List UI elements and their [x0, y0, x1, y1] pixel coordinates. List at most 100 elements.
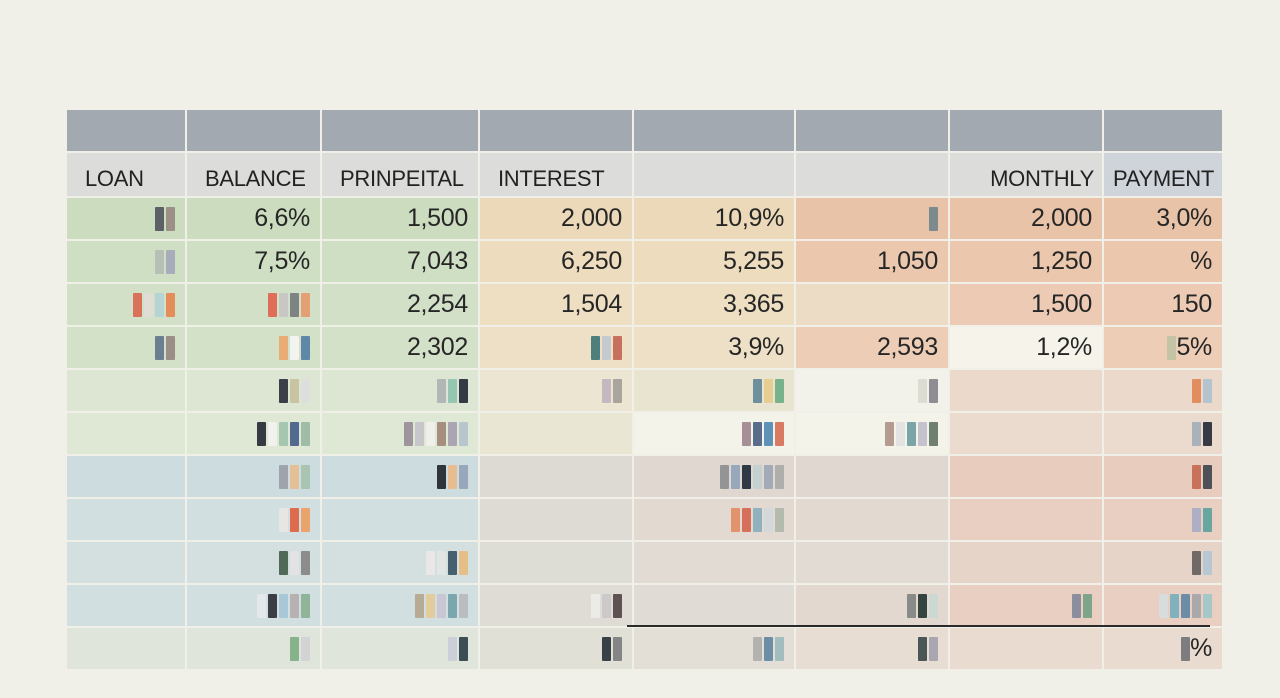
table-cell-col5[interactable]: [634, 370, 794, 411]
table-cell-balance[interactable]: [187, 499, 320, 540]
color-chip-icon: [301, 550, 310, 575]
table-cell-principal[interactable]: [322, 456, 478, 497]
table-cell-principal[interactable]: [322, 628, 478, 669]
table-cell-payment[interactable]: 3,0%: [1104, 198, 1222, 239]
table-cell-payment[interactable]: 150: [1104, 284, 1222, 325]
column-header-payment[interactable]: PAYMENT: [1104, 153, 1222, 196]
table-cell-principal[interactable]: [322, 413, 478, 454]
table-cell-balance[interactable]: 7,5%: [187, 241, 320, 282]
table-cell-interest[interactable]: [480, 370, 632, 411]
table-cell-principal[interactable]: 2,254: [322, 284, 478, 325]
table-cell-loan[interactable]: [67, 370, 185, 411]
table-cell-balance[interactable]: [187, 628, 320, 669]
table-cell-interest[interactable]: [480, 327, 632, 368]
table-cell-col6[interactable]: [796, 370, 948, 411]
table-cell-principal[interactable]: [322, 542, 478, 583]
table-cell-loan[interactable]: [67, 284, 185, 325]
column-header-monthly[interactable]: MONTHLY: [950, 153, 1102, 196]
table-cell-balance[interactable]: [187, 585, 320, 626]
table-cell-col5[interactable]: [634, 628, 794, 669]
table-cell-balance[interactable]: [187, 327, 320, 368]
table-cell-loan[interactable]: [67, 628, 185, 669]
table-cell-col6[interactable]: [796, 456, 948, 497]
table-cell-monthly[interactable]: 1,2%: [950, 327, 1102, 368]
table-cell-col5[interactable]: 10,9%: [634, 198, 794, 239]
table-cell-payment[interactable]: [1104, 499, 1222, 540]
column-header-balance[interactable]: BALANCE: [187, 153, 320, 196]
color-chip-icon: [602, 593, 611, 618]
table-cell-interest[interactable]: [480, 542, 632, 583]
table-cell-col5[interactable]: 3,9%: [634, 327, 794, 368]
table-cell-col5[interactable]: 3,365: [634, 284, 794, 325]
table-cell-loan[interactable]: [67, 542, 185, 583]
column-header-principal[interactable]: PRINPEITAL: [322, 153, 478, 196]
table-cell-principal[interactable]: [322, 499, 478, 540]
table-cell-col6[interactable]: [796, 499, 948, 540]
table-cell-payment[interactable]: 5%: [1104, 327, 1222, 368]
table-cell-principal[interactable]: 7,043: [322, 241, 478, 282]
column-header-loan[interactable]: LOAN: [67, 153, 185, 196]
table-cell-monthly[interactable]: [950, 413, 1102, 454]
table-cell-col5[interactable]: [634, 456, 794, 497]
table-cell-col6[interactable]: [796, 628, 948, 669]
color-chip-icon: [279, 593, 288, 618]
table-cell-balance[interactable]: [187, 456, 320, 497]
table-cell-monthly[interactable]: [950, 370, 1102, 411]
table-cell-balance[interactable]: [187, 370, 320, 411]
table-cell-interest[interactable]: [480, 456, 632, 497]
color-chip-icon: [613, 378, 622, 403]
table-cell-balance[interactable]: 6,6%: [187, 198, 320, 239]
table-cell-interest[interactable]: 6,250: [480, 241, 632, 282]
column-header-blank-6[interactable]: [796, 153, 948, 196]
table-cell-interest[interactable]: [480, 585, 632, 626]
table-cell-payment[interactable]: [1104, 370, 1222, 411]
table-cell-payment[interactable]: [1104, 456, 1222, 497]
table-cell-interest[interactable]: [480, 413, 632, 454]
table-cell-col6[interactable]: [796, 198, 948, 239]
table-cell-interest[interactable]: 2,000: [480, 198, 632, 239]
table-cell-balance[interactable]: [187, 413, 320, 454]
table-cell-loan[interactable]: [67, 241, 185, 282]
table-cell-payment[interactable]: [1104, 542, 1222, 583]
table-cell-monthly[interactable]: 1,250: [950, 241, 1102, 282]
table-cell-principal[interactable]: 1,500: [322, 198, 478, 239]
table-cell-monthly[interactable]: [950, 585, 1102, 626]
table-cell-loan[interactable]: [67, 456, 185, 497]
table-cell-loan[interactable]: [67, 413, 185, 454]
table-cell-principal[interactable]: [322, 585, 478, 626]
table-cell-monthly[interactable]: [950, 628, 1102, 669]
table-cell-loan[interactable]: [67, 327, 185, 368]
table-cell-col5[interactable]: [634, 585, 794, 626]
table-cell-balance[interactable]: [187, 284, 320, 325]
table-cell-loan[interactable]: [67, 198, 185, 239]
table-cell-col5[interactable]: 5,255: [634, 241, 794, 282]
column-header-interest[interactable]: INTEREST: [480, 153, 632, 196]
table-cell-balance[interactable]: [187, 542, 320, 583]
table-cell-col6[interactable]: [796, 542, 948, 583]
column-header-blank-5[interactable]: [634, 153, 794, 196]
table-cell-monthly[interactable]: [950, 456, 1102, 497]
table-cell-loan[interactable]: [67, 499, 185, 540]
table-cell-col6[interactable]: [796, 585, 948, 626]
table-cell-col5[interactable]: [634, 542, 794, 583]
table-cell-principal[interactable]: 2,302: [322, 327, 478, 368]
table-cell-col6[interactable]: 1,050: [796, 241, 948, 282]
table-cell-col5[interactable]: [634, 413, 794, 454]
table-cell-payment[interactable]: %: [1104, 628, 1222, 669]
table-cell-interest[interactable]: [480, 499, 632, 540]
table-cell-col6[interactable]: [796, 413, 948, 454]
table-cell-col6[interactable]: [796, 284, 948, 325]
table-cell-loan[interactable]: [67, 585, 185, 626]
table-cell-principal[interactable]: [322, 370, 478, 411]
table-cell-monthly[interactable]: 1,500: [950, 284, 1102, 325]
table-cell-col6[interactable]: 2,593: [796, 327, 948, 368]
table-cell-payment[interactable]: %: [1104, 241, 1222, 282]
table-cell-payment[interactable]: [1104, 413, 1222, 454]
table-cell-payment[interactable]: [1104, 585, 1222, 626]
table-cell-monthly[interactable]: [950, 499, 1102, 540]
table-cell-monthly[interactable]: 2,000: [950, 198, 1102, 239]
table-cell-monthly[interactable]: [950, 542, 1102, 583]
table-cell-interest[interactable]: 1,504: [480, 284, 632, 325]
table-cell-interest[interactable]: [480, 628, 632, 669]
table-cell-col5[interactable]: [634, 499, 794, 540]
